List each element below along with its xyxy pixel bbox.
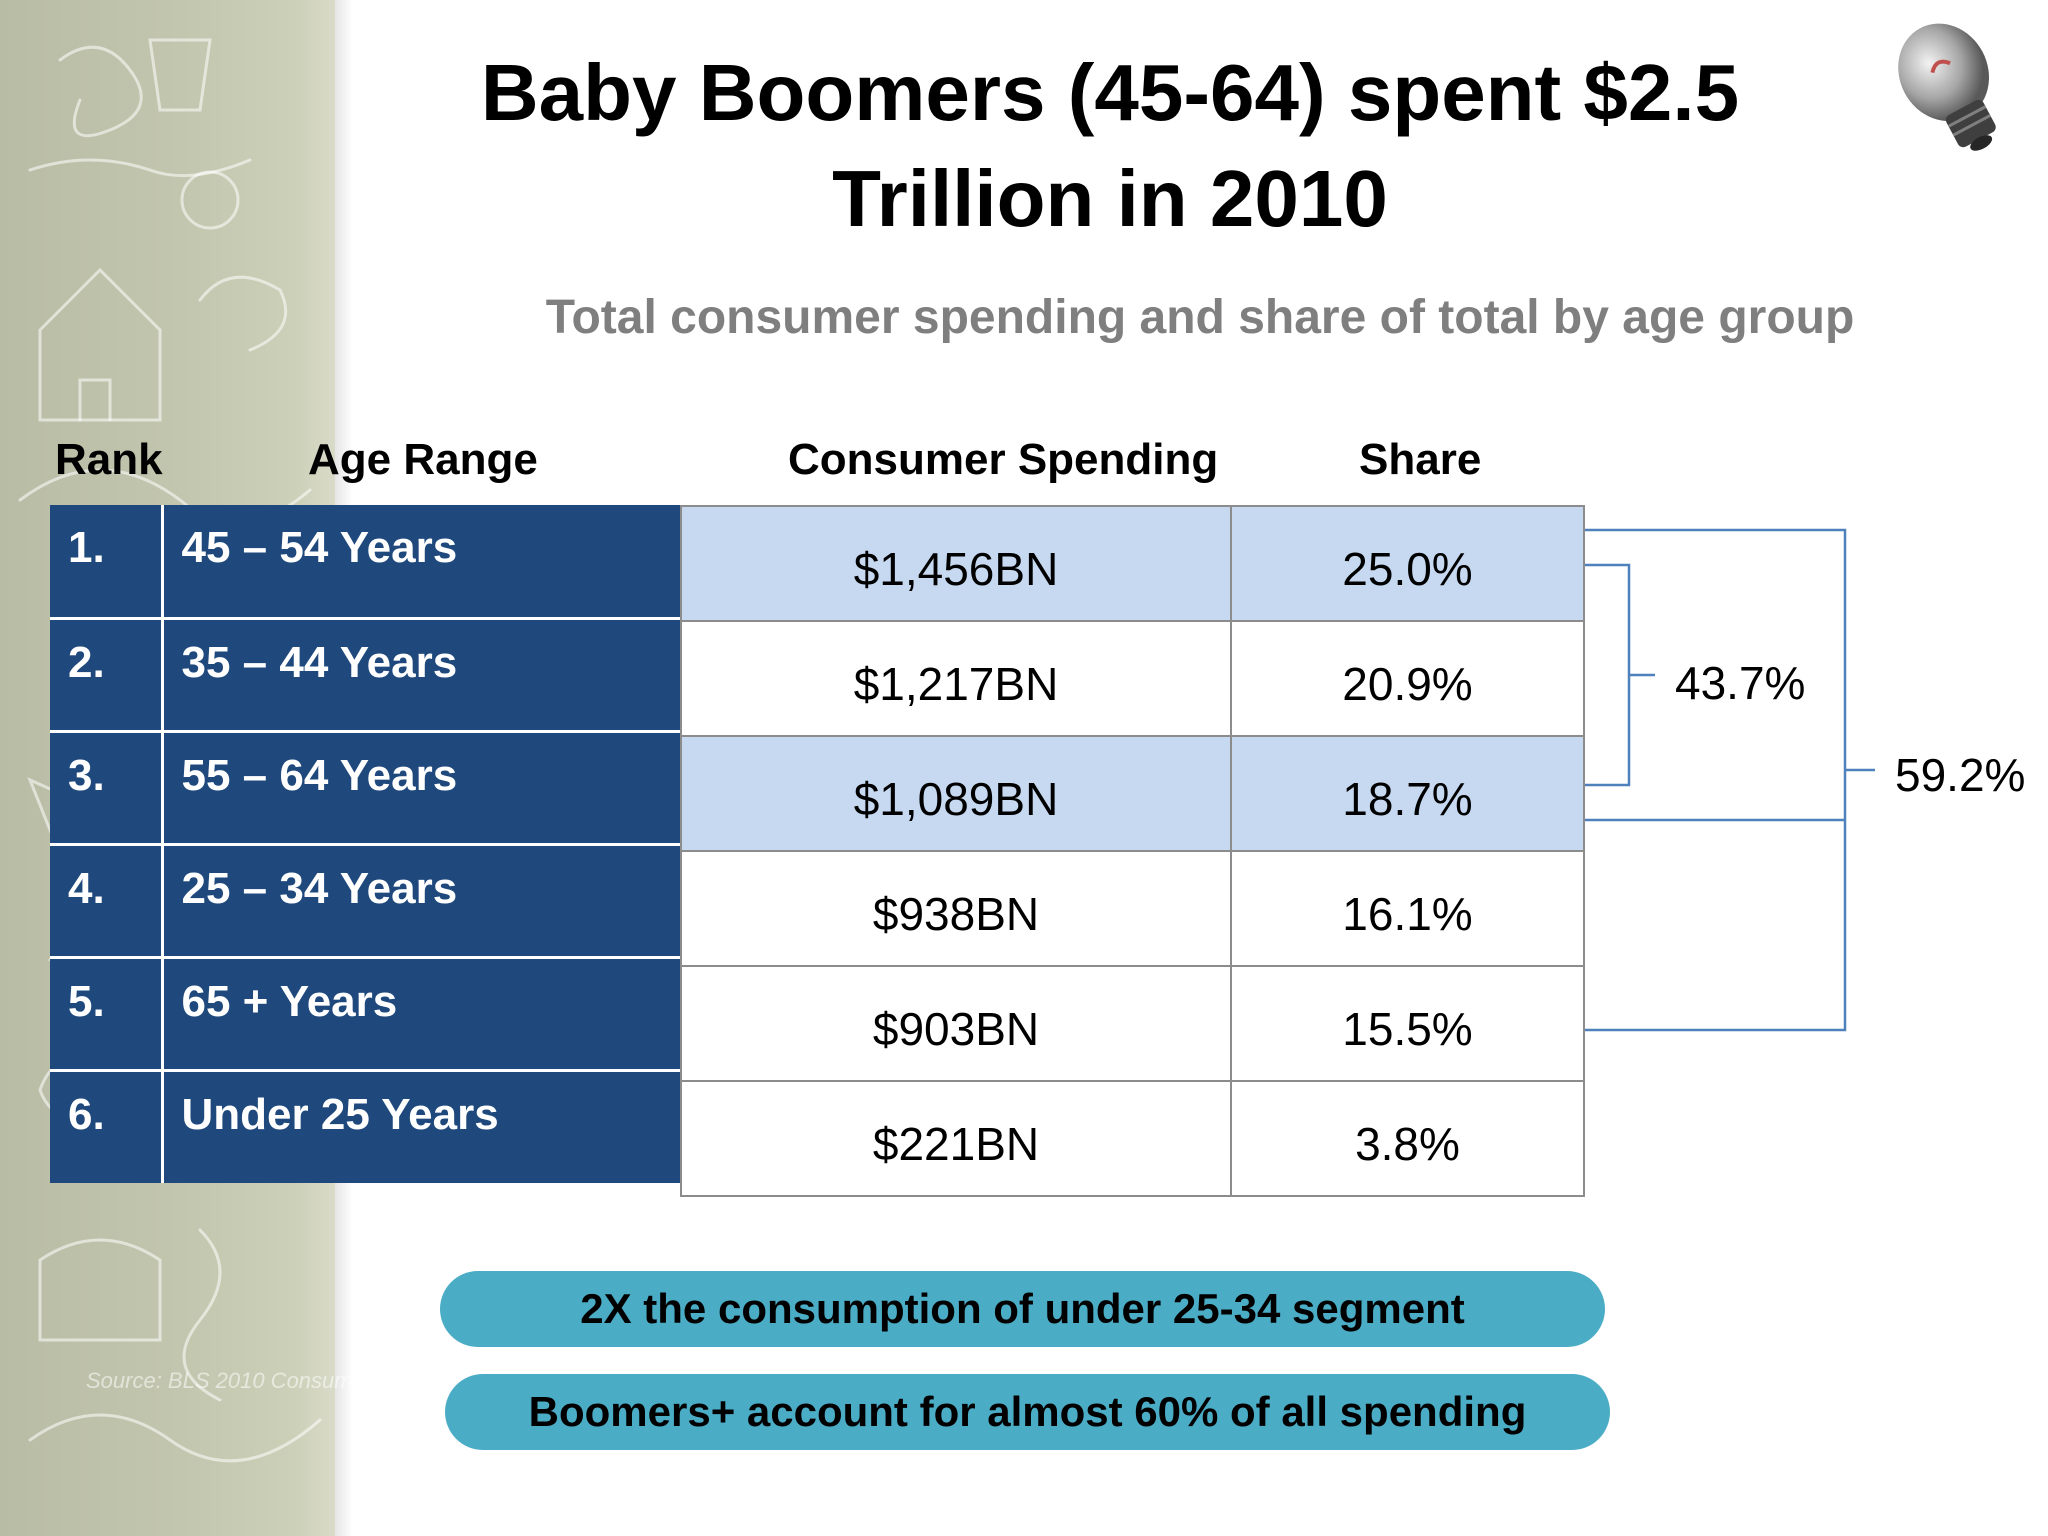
rank-cell: 5. — [50, 957, 164, 1072]
inner-bracket-total: 43.7% — [1675, 657, 1806, 709]
table-row: 1. 45 – 54 Years — [50, 505, 680, 620]
header-share: Share — [1359, 435, 1482, 484]
inner-bracket — [1585, 563, 1631, 787]
age-range-cell: 45 – 54 Years — [162, 505, 680, 620]
age-range-cell: 25 – 34 Years — [162, 844, 680, 959]
table-row: 4. 25 – 34 Years — [50, 844, 680, 959]
rank-cell: 3. — [50, 731, 164, 846]
age-range-cell: 35 – 44 Years — [162, 618, 680, 733]
table-row: $903BN 15.5% — [680, 965, 1585, 1082]
grouping-brackets — [1585, 528, 1875, 1032]
source-note: Source: BLS 2010 Consumer Exp — [86, 1368, 417, 1393]
callout-consumption: 2X the consumption of under 25-34 segmen… — [440, 1271, 1605, 1347]
spending-cell: $1,089BN — [680, 735, 1232, 852]
share-cell: 15.5% — [1230, 965, 1585, 1082]
outer-bracket — [1585, 528, 1847, 1032]
header-consumer-spending: Consumer Spending — [788, 435, 1219, 484]
table-row: $1,089BN 18.7% — [680, 735, 1585, 852]
outer-bracket-total: 59.2% — [1895, 749, 2026, 801]
spending-cell: $938BN — [680, 850, 1232, 967]
spending-cell: $1,456BN — [680, 505, 1232, 622]
share-cell: 16.1% — [1230, 850, 1585, 967]
table-row: $1,217BN 20.9% — [680, 620, 1585, 737]
age-range-cell: 55 – 64 Years — [162, 731, 680, 846]
lightbulb-icon — [1898, 23, 1996, 151]
share-cell: 25.0% — [1230, 505, 1585, 622]
rank-cell: 1. — [50, 505, 164, 620]
table-row: $1,456BN 25.0% — [680, 505, 1585, 622]
table-row: $938BN 16.1% — [680, 850, 1585, 967]
table-row: 6. Under 25 Years — [50, 1070, 680, 1183]
header-rank: Rank — [55, 435, 163, 484]
spending-share-table: $1,456BN 25.0% $1,217BN 20.9% $1,089BN 1… — [680, 505, 1585, 1197]
rank-age-table: 1. 45 – 54 Years 2. 35 – 44 Years 3. 55 … — [50, 505, 680, 1183]
age-range-cell: Under 25 Years — [162, 1070, 680, 1183]
rank-cell: 4. — [50, 844, 164, 959]
page-subtitle: Total consumer spending and share of tot… — [545, 291, 1855, 344]
page-title: Baby Boomers (45-64) spent $2.5 Trillion… — [480, 48, 1740, 243]
table-row: 3. 55 – 64 Years — [50, 731, 680, 846]
rank-cell: 2. — [50, 618, 164, 733]
callout-boomers-share: Boomers+ account for almost 60% of all s… — [445, 1374, 1610, 1450]
rank-cell: 6. — [50, 1070, 164, 1183]
table-row: $221BN 3.8% — [680, 1080, 1585, 1197]
header-age-range: Age Range — [308, 435, 538, 484]
age-range-cell: 65 + Years — [162, 957, 680, 1072]
share-cell: 18.7% — [1230, 735, 1585, 852]
table-row: 2. 35 – 44 Years — [50, 618, 680, 733]
table-row: 5. 65 + Years — [50, 957, 680, 1072]
share-cell: 3.8% — [1230, 1080, 1585, 1197]
spending-cell: $221BN — [680, 1080, 1232, 1197]
spending-cell: $1,217BN — [680, 620, 1232, 737]
share-cell: 20.9% — [1230, 620, 1585, 737]
spending-cell: $903BN — [680, 965, 1232, 1082]
